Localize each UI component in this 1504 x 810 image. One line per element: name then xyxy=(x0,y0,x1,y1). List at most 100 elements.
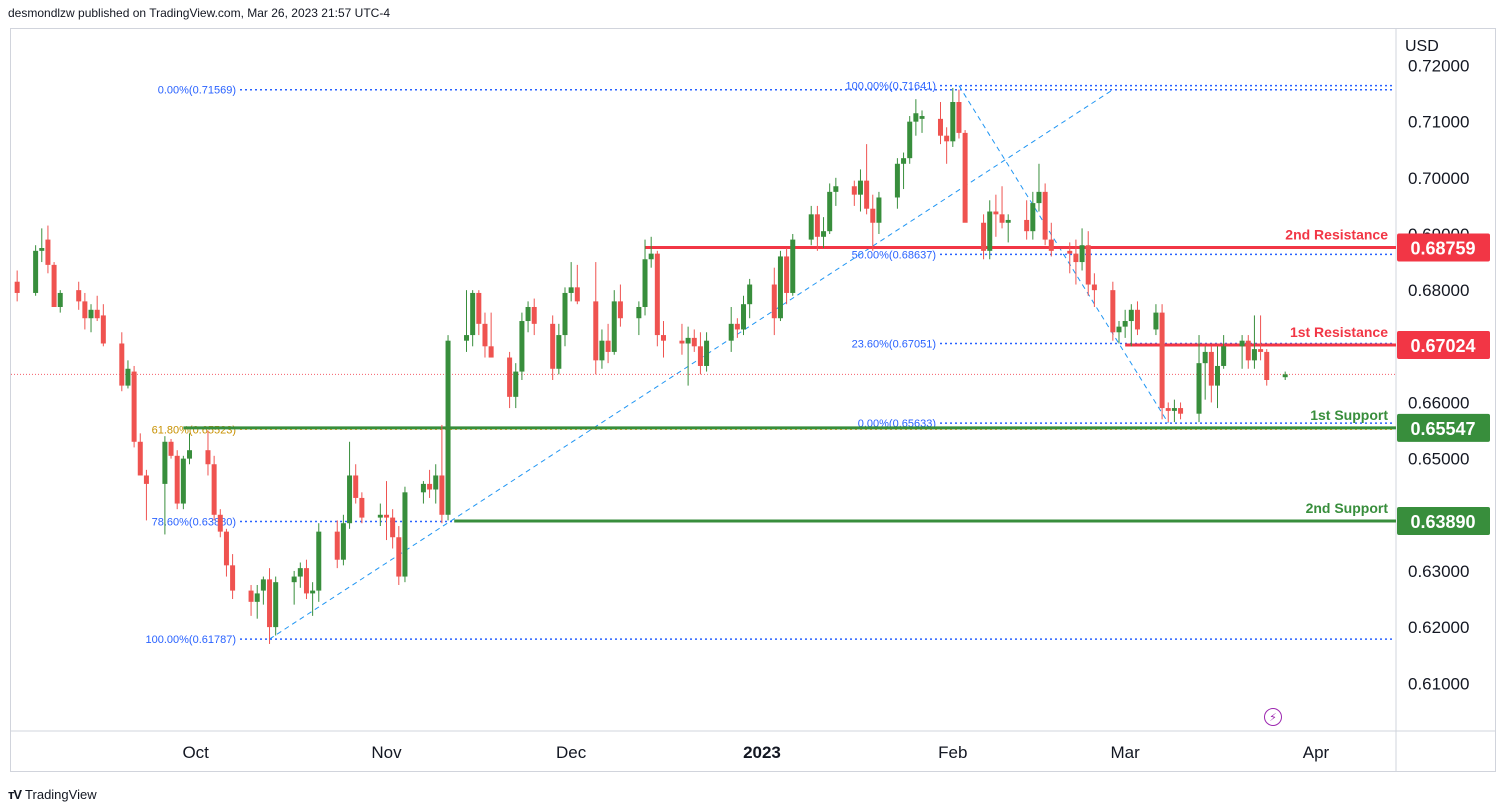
candle-body xyxy=(1110,290,1116,333)
y-tick-label: 0.68000 xyxy=(1408,281,1469,300)
candle-body xyxy=(1208,351,1214,386)
candle-body xyxy=(1048,239,1054,251)
candle-body xyxy=(125,368,131,386)
candle-body xyxy=(1073,253,1079,263)
candle-body xyxy=(445,340,451,515)
level-name-label: 2nd Resistance xyxy=(1285,227,1388,243)
candle-body xyxy=(741,304,747,330)
candle-body xyxy=(45,239,51,265)
level-price-tag xyxy=(1397,233,1490,262)
y-tick-label: 0.61000 xyxy=(1408,674,1469,693)
candle-body xyxy=(1116,326,1122,333)
candle-body xyxy=(439,475,445,515)
candle-body xyxy=(217,514,223,532)
candle-body xyxy=(396,537,402,577)
y-tick-label: 0.72000 xyxy=(1408,57,1469,76)
candle-body xyxy=(962,132,968,223)
candle-body xyxy=(1024,219,1030,232)
level-price-tag xyxy=(1397,330,1490,359)
candle-body xyxy=(377,514,383,518)
candle-body xyxy=(599,340,605,361)
alert-bolt-icon[interactable]: ⚡ xyxy=(1264,708,1282,726)
candle-body xyxy=(790,239,796,293)
candle-body xyxy=(476,292,482,324)
candle-body xyxy=(827,191,833,232)
candle-body xyxy=(747,284,753,305)
candle-body xyxy=(359,497,365,518)
fib-left-level-label: 0.00%(0.71569) xyxy=(158,85,236,97)
candle-body xyxy=(648,253,654,260)
level-price-tag xyxy=(1397,413,1490,442)
candle-body xyxy=(94,309,100,319)
candle-body xyxy=(88,309,94,319)
candle-body xyxy=(340,523,346,560)
candle-body xyxy=(273,582,279,628)
candle-body xyxy=(685,337,691,344)
candle-body xyxy=(913,113,919,122)
x-tick-label: Oct xyxy=(182,743,209,762)
candle-body xyxy=(864,180,870,209)
candle-body xyxy=(808,214,814,240)
candle-body xyxy=(697,346,703,366)
candle-body xyxy=(870,208,876,223)
candle-body xyxy=(519,321,525,372)
x-tick-label: Feb xyxy=(938,743,967,762)
candle-body xyxy=(254,593,260,602)
candle-body xyxy=(937,118,943,136)
fib-right-level-label: 23.60%(0.67051) xyxy=(852,338,936,350)
candle-body xyxy=(1036,191,1042,204)
candle-body xyxy=(51,264,57,307)
candle-body xyxy=(76,290,82,302)
candle-body xyxy=(1214,365,1220,386)
candle-body xyxy=(119,343,125,386)
candle-body xyxy=(1251,349,1257,361)
candle-body xyxy=(223,531,229,566)
candle-body xyxy=(550,323,556,369)
candle-body xyxy=(433,475,439,490)
candle-body xyxy=(57,292,63,307)
candle-body xyxy=(1030,203,1036,232)
candle-body xyxy=(39,248,45,251)
candle-body xyxy=(1282,374,1288,378)
candle-body xyxy=(334,531,340,560)
candle-body xyxy=(1239,340,1245,347)
candle-body xyxy=(734,323,740,330)
candle-body xyxy=(531,306,537,324)
candle-body xyxy=(987,211,993,251)
candle-body xyxy=(464,335,470,341)
candle-body xyxy=(513,371,519,397)
candle-body xyxy=(919,116,925,119)
candle-body xyxy=(1196,363,1202,414)
candle-body xyxy=(168,441,174,456)
candle-body xyxy=(605,340,611,352)
candle-body xyxy=(1122,321,1128,327)
candle-body xyxy=(488,346,494,358)
candle-body xyxy=(993,211,999,215)
candle-body xyxy=(642,259,648,307)
y-tick-label: 0.70000 xyxy=(1408,169,1469,188)
candle-body xyxy=(1221,346,1227,366)
candle-body xyxy=(593,301,599,361)
candle-body xyxy=(901,158,907,164)
candle-body xyxy=(660,335,666,341)
level-price-label: 0.68759 xyxy=(1410,239,1475,259)
candle-body xyxy=(833,186,839,192)
candle-body xyxy=(420,483,426,493)
candle-body xyxy=(131,371,137,442)
level-name-label: 2nd Support xyxy=(1306,500,1389,516)
candle-body xyxy=(260,579,266,591)
candle-body xyxy=(636,306,642,319)
y-tick-label: 0.66000 xyxy=(1408,393,1469,412)
candle-body xyxy=(1178,408,1184,414)
candle-body xyxy=(1171,408,1177,411)
candle-body xyxy=(482,323,488,347)
candle-body xyxy=(814,214,820,237)
candle-body xyxy=(100,315,106,344)
candle-body xyxy=(353,475,359,498)
candle-body xyxy=(981,222,987,251)
candle-body xyxy=(347,475,353,524)
candle-body xyxy=(180,458,186,504)
candle-body xyxy=(956,102,962,133)
candle-body xyxy=(291,576,297,583)
